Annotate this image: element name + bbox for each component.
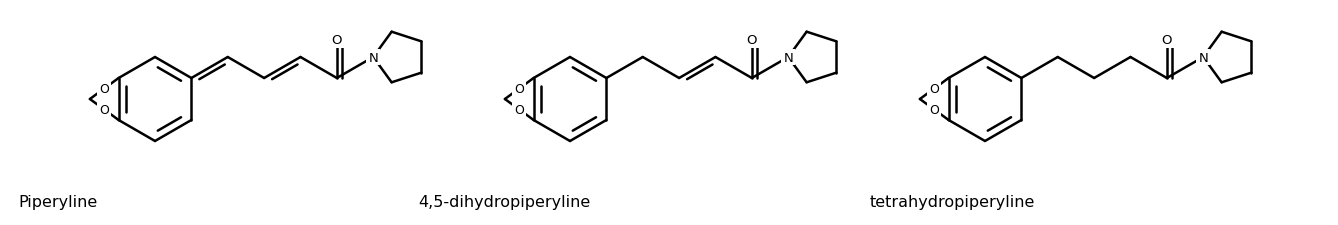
Text: O: O xyxy=(1161,34,1172,47)
Text: N: N xyxy=(368,51,379,64)
Text: Piperyline: Piperyline xyxy=(17,194,98,209)
Text: tetrahydropiperyline: tetrahydropiperyline xyxy=(870,194,1036,209)
Text: O: O xyxy=(514,83,524,96)
Text: O: O xyxy=(930,104,939,117)
Text: O: O xyxy=(930,83,939,96)
Text: 4,5-dihydropiperyline: 4,5-dihydropiperyline xyxy=(417,194,590,209)
Text: N: N xyxy=(1199,51,1208,64)
Text: O: O xyxy=(99,104,110,117)
Text: O: O xyxy=(99,83,110,96)
Text: N: N xyxy=(783,51,793,64)
Text: O: O xyxy=(747,34,757,47)
Text: O: O xyxy=(332,34,343,47)
Text: O: O xyxy=(514,104,524,117)
